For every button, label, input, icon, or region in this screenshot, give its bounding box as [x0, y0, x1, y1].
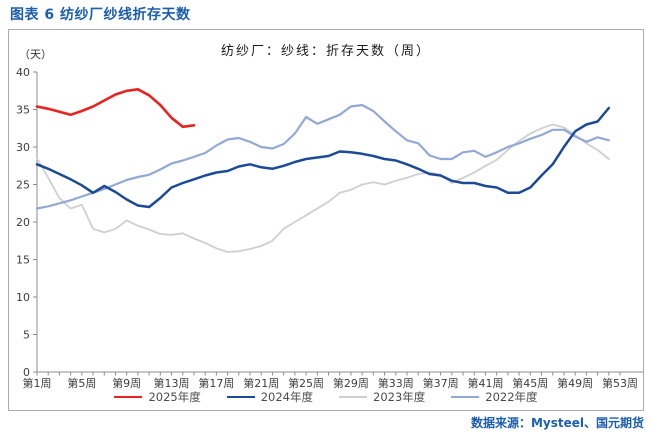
legend-swatch [451, 396, 480, 398]
legend-swatch [226, 396, 255, 398]
legend-item-2022年度: 2022年度 [451, 389, 538, 405]
legend-label: 2022年度 [485, 390, 538, 404]
legend-label: 2023年度 [373, 390, 426, 404]
chart-title: 纺纱厂：纱线：折存天数（周） [220, 44, 431, 59]
y-axis-unit-label: （天） [19, 48, 52, 61]
figure-title: 图表 6 纺纱厂纱线折存天数 [10, 7, 191, 23]
legend-item-2024年度: 2024年度 [226, 389, 313, 405]
legend-swatch [339, 396, 367, 398]
legend-swatch [114, 396, 143, 398]
legend-label: 2025年度 [148, 390, 201, 404]
legend: 2025年度 2024年度 2023年度 2022年度 [9, 389, 643, 405]
chart-container: 纺纱厂：纱线：折存天数（周） （天） 2025年度 2024年度 2023年度 202… [8, 29, 644, 411]
data-source: 数据来源：Mysteel、国元期货 [470, 416, 644, 430]
legend-item-2023年度: 2023年度 [339, 389, 425, 405]
legend-item-2025年度: 2025年度 [114, 389, 201, 405]
legend-label: 2024年度 [260, 390, 313, 404]
